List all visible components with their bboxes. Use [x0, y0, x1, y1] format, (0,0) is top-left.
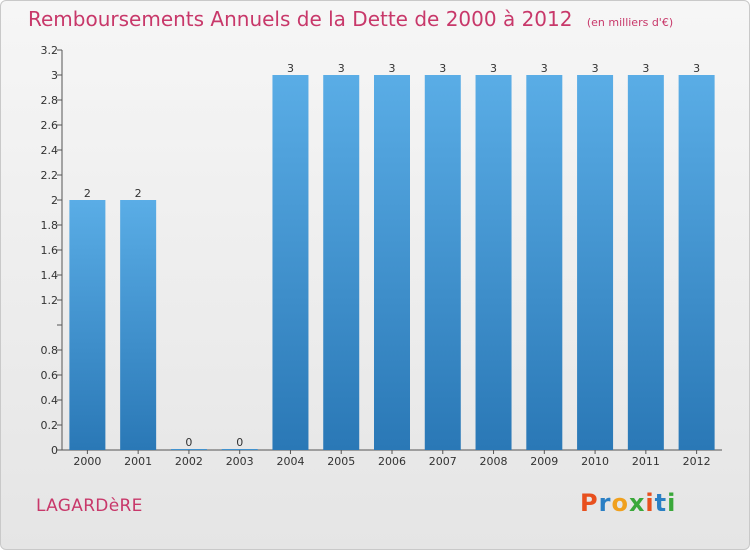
- y-tick-label: 0.6: [41, 369, 59, 382]
- bar-value-label: 3: [490, 62, 497, 75]
- bar: [678, 75, 715, 450]
- y-tick-label: 2.6: [41, 119, 59, 132]
- x-tick-label: 2009: [530, 455, 558, 468]
- bar: [424, 75, 461, 450]
- x-tick-label: 2008: [480, 455, 508, 468]
- x-tick-label: 2002: [175, 455, 203, 468]
- bar: [526, 75, 563, 450]
- y-tick-label: 3.2: [41, 44, 59, 57]
- y-tick-label: 0.4: [41, 394, 59, 407]
- bar-value-label: 3: [439, 62, 446, 75]
- bar-value-label: 2: [84, 187, 91, 200]
- y-tick-label: 1.4: [41, 269, 59, 282]
- logo-letter: P: [580, 489, 599, 517]
- bar-value-label: 3: [642, 62, 649, 75]
- y-tick-label: 3: [51, 69, 58, 82]
- chart-title: Remboursements Annuels de la Dette de 20…: [28, 7, 673, 31]
- chart-subtitle: (en milliers d'€): [586, 16, 674, 29]
- bar: [475, 75, 512, 450]
- bar-value-label: 3: [338, 62, 345, 75]
- bar-value-label: 3: [592, 62, 599, 75]
- y-tick-label: 2.8: [41, 94, 59, 107]
- bar: [577, 75, 614, 450]
- bar: [69, 200, 106, 450]
- x-tick-label: 2000: [73, 455, 101, 468]
- logo-letter: i: [645, 489, 655, 517]
- bar-value-label: 3: [389, 62, 396, 75]
- logo-letter: t: [654, 489, 668, 517]
- x-tick-label: 2004: [276, 455, 304, 468]
- bar: [170, 449, 207, 450]
- bar-value-label: 2: [135, 187, 142, 200]
- y-tick-label: 1.8: [41, 219, 59, 232]
- y-tick-label: 2: [51, 194, 58, 207]
- logo-letter: o: [611, 489, 629, 517]
- logo-letter: r: [598, 489, 612, 517]
- y-tick-label: 2.2: [41, 169, 59, 182]
- y-tick-label: 0: [51, 444, 58, 457]
- logo-letter: x: [628, 489, 646, 517]
- logo-letter: i: [667, 489, 677, 517]
- bar: [374, 75, 410, 450]
- bar: [221, 449, 258, 450]
- x-tick-label: 2011: [632, 455, 660, 468]
- y-tick-label: 0.2: [41, 419, 59, 432]
- x-tick-label: 2010: [581, 455, 609, 468]
- x-tick-label: 2005: [327, 455, 355, 468]
- bar-value-label: 3: [541, 62, 548, 75]
- y-tick-label: 1.2: [41, 294, 59, 307]
- y-tick-label: 1.6: [41, 244, 59, 257]
- x-tick-label: 2006: [378, 455, 406, 468]
- bar-value-label: 0: [185, 436, 192, 449]
- bar-value-label: 0: [236, 436, 243, 449]
- x-tick-label: 2003: [226, 455, 254, 468]
- x-tick-label: 2001: [124, 455, 152, 468]
- x-tick-label: 2007: [429, 455, 457, 468]
- bar: [272, 75, 309, 450]
- y-tick-label: 0.8: [41, 344, 59, 357]
- bar: [627, 75, 664, 450]
- x-tick-label: 2012: [683, 455, 711, 468]
- bar: [323, 75, 360, 450]
- place-name: LAGARDèRE: [36, 496, 143, 516]
- chart-title-text: Remboursements Annuels de la Dette de 20…: [28, 7, 573, 31]
- y-tick-label: 2.4: [41, 144, 59, 157]
- bar: [120, 200, 157, 450]
- bar-value-label: 3: [287, 62, 294, 75]
- proxiti-logo: Proxiti: [580, 489, 676, 517]
- bar-value-label: 3: [693, 62, 700, 75]
